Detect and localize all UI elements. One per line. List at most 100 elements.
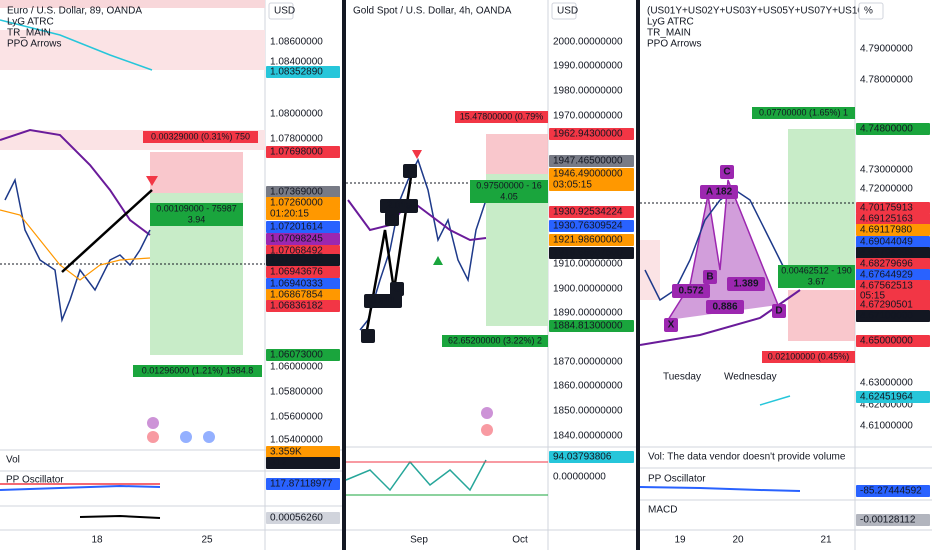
price-badge [266,186,340,198]
panel-3-drawing [639,129,855,492]
pane-note: PP Oscillator [648,474,706,485]
price-axis-label: 1.08000000 [270,109,323,120]
pane-note: PP Oscillator [6,475,64,486]
time-axis-label: 18 [91,535,103,546]
price-axis-label: 1990.00000000 [553,61,623,72]
divider [636,0,640,550]
pane-note: Vol: The data vendor doesn't provide vol… [648,452,846,463]
price-badge [266,300,340,312]
price-badge-text: 4.74800000 [860,124,913,135]
pattern-label-text: B [388,214,395,225]
price-badge [856,280,930,292]
price-badge [266,66,340,78]
pattern-label-text: X [668,320,675,331]
pattern-label [403,164,417,178]
price-badge-text: 01:20:15 [270,209,309,220]
price-badge-text: 4.68279696 [860,259,913,270]
pattern-label [672,284,710,298]
price-axis-label: 4.61000000 [860,421,913,432]
price-badge [856,213,930,225]
price-axis-label: 1.05400000 [270,435,323,446]
currency: % [864,6,873,17]
indicator-name: PPO Arrows [647,39,701,50]
price-badge [856,269,930,281]
indicator-name: PPO Arrows [7,39,61,50]
price-badge-text: 4.67100000 [860,311,913,322]
price-badge [856,202,930,214]
price-badge-text: 94.03793806 [553,452,612,463]
price-axis-label: 2000.00000000 [553,37,623,48]
price-axis-label: 4.62000000 [860,400,913,411]
pattern-label [700,185,738,199]
indicator-name: LyG ATRC [7,17,54,28]
measure-label [778,276,855,288]
price-badge [856,310,930,322]
pattern-label-text: D [775,306,782,317]
pattern-label [772,304,786,318]
pattern-label-text: 2.015 [386,201,411,212]
pattern-label-text: C [393,284,400,295]
price-axis-label: 1840.00000000 [553,431,623,442]
price-badge-text: 117.87118977 [270,479,333,490]
currency-box [268,2,294,20]
indicator-name: TR_MAIN [7,28,51,39]
price-badge-text: 4.69117980 [860,225,913,236]
price-badge [266,146,340,158]
price-badge-text: 1.07698000 [270,147,323,158]
price-axis-label: 1900.00000000 [553,284,623,295]
price-badge [856,335,930,347]
currency-box [551,2,577,20]
price-axis-label: 1980.00000000 [553,86,623,97]
price-badge-text: 4.68798098 [860,248,913,259]
measure-label-text: 0.00462512 - 190 [781,265,852,275]
time-axis-label: Sep [410,535,428,546]
price-badge-text: 1.07201614 [270,222,323,233]
measure-label-text: 0.00329000 (0.31%) 750 [151,131,250,141]
measure-label [470,191,548,203]
price-axis-label: 4.73000000 [860,165,913,176]
price-badge [266,457,340,469]
chart-title: (US01Y+US02Y+US03Y+US05Y+US07Y+US10 [647,6,863,17]
price-badge [549,179,634,191]
price-badge-text: 4.62451964 [860,392,913,403]
pane-note: MACD [648,505,677,516]
price-badge [266,221,340,233]
price-badge [266,266,340,278]
price-badge-text: 1919.66697500 [553,248,623,259]
measure-label-text: 0.97500000 - 16 [476,180,542,190]
price-badge-text: 1921.98600000 [553,235,623,246]
measure-label [150,203,243,215]
price-badge-text: 1.06867854 [270,290,323,301]
price-badge [856,236,930,248]
price-badge [856,391,930,403]
pattern-label-text: C [723,167,730,178]
measure-label [762,351,855,363]
price-badge [549,451,634,463]
price-badge-text: 1.06940333 [270,279,323,290]
price-badge-text: 4.69125163 [860,214,913,225]
pattern-label-text: D [406,166,413,177]
pattern-label-text: B [706,272,713,283]
price-badge-text: 1.07068492 [270,246,323,257]
pattern-label [361,329,375,343]
price-badge-text: 05:15 [860,291,885,302]
indicator-name: TR_MAIN [647,28,691,39]
pattern-label-text: 0.572 [678,286,703,297]
pattern-label-text: 0.886 [712,302,737,313]
price-badge [856,485,930,497]
pattern-label [385,212,399,226]
pattern-label-text: A 182 [706,187,733,198]
price-badge [266,233,340,245]
price-axis-label: 4.72000000 [860,184,913,195]
measure-label [470,180,548,192]
measure-label [150,214,243,226]
pattern-label [727,277,765,291]
price-axis-label: 4.63000000 [860,378,913,389]
price-badge [266,197,340,209]
price-badge-text: 1.06836182 [270,301,323,312]
pattern-label [664,318,678,332]
price-badge-text: 1930.76309524 [553,221,623,232]
time-axis-label: 21 [820,535,832,546]
